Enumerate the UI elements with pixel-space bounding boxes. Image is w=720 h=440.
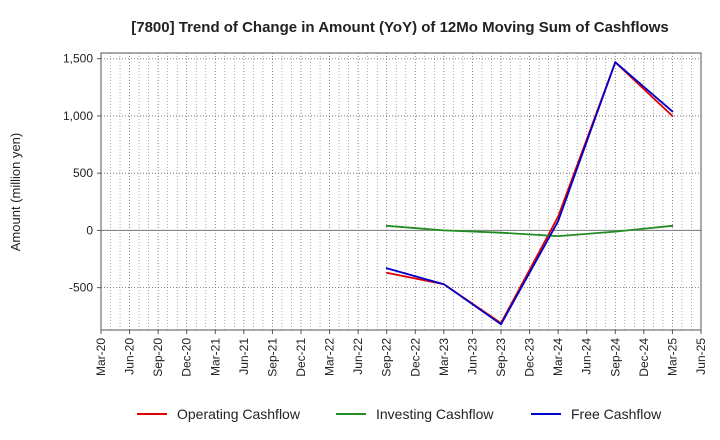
y-tick-label: 1,500 — [63, 52, 93, 66]
data-point-investing-cashflow — [500, 231, 502, 234]
data-point-free-cashflow — [557, 220, 560, 223]
data-point-investing-cashflow — [385, 224, 388, 227]
x-tick-label: Jun-24 — [580, 338, 594, 375]
chart-title: [7800] Trend of Change in Amount (YoY) o… — [131, 19, 669, 36]
x-tick-label: Mar-21 — [208, 338, 222, 376]
x-tick-label: Dec-24 — [637, 338, 651, 377]
data-point-free-cashflow — [671, 110, 674, 113]
legend-label-free-cashflow: Free Cashflow — [571, 406, 662, 422]
x-tick-label: Mar-20 — [94, 338, 108, 376]
series-line-free-cashflow — [386, 61, 673, 326]
data-point-free-cashflow — [442, 283, 445, 286]
legend-label-investing-cashflow: Investing Cashflow — [376, 406, 494, 422]
x-tick-label: Sep-21 — [265, 338, 279, 377]
legend-label-operating-cashflow: Operating Cashflow — [177, 406, 301, 422]
data-point-free-cashflow — [614, 61, 617, 64]
y-tick-label: -500 — [69, 281, 93, 295]
series-line-investing-cashflow — [386, 224, 673, 238]
x-tick-label: Dec-21 — [294, 338, 308, 377]
x-tick-label: Sep-23 — [494, 338, 508, 377]
data-point-operating-cashflow — [671, 115, 674, 117]
y-tick-label: 1,000 — [63, 109, 93, 123]
x-tick-label: Jun-21 — [237, 338, 251, 375]
y-tick-label: 0 — [86, 223, 93, 237]
x-tick-label: Mar-22 — [323, 338, 337, 376]
x-tick-label: Jun-25 — [694, 338, 708, 375]
data-point-investing-cashflow — [557, 235, 560, 238]
y-axis-label: Amount (million yen) — [8, 133, 23, 252]
data-point-operating-cashflow — [385, 271, 388, 274]
x-tick-label: Sep-22 — [380, 338, 394, 377]
x-tick-label: Jun-23 — [465, 338, 479, 375]
legend: Operating Cashflow Investing Cashflow Free… — [137, 406, 662, 422]
x-tick-label: Mar-24 — [551, 338, 565, 376]
data-point-free-cashflow — [385, 267, 388, 270]
x-tick-label: Dec-22 — [408, 338, 422, 377]
x-tick-label: Sep-24 — [608, 338, 622, 377]
x-tick-label: Sep-20 — [151, 338, 165, 377]
x-tick-label: Dec-20 — [180, 338, 194, 377]
plot-border — [100, 52, 702, 331]
data-point-investing-cashflow — [671, 224, 674, 227]
x-tick-label: Mar-25 — [665, 338, 679, 376]
x-tick-label: Dec-23 — [523, 338, 537, 377]
data-point-investing-cashflow — [614, 230, 617, 233]
x-tick-label: Jun-22 — [351, 338, 365, 375]
data-point-investing-cashflow — [442, 229, 445, 232]
y-tick-label: 500 — [73, 166, 93, 180]
x-tick-label: Jun-20 — [123, 338, 137, 375]
plot-area: -500 0 500 1,000 1,500 Mar-20 Jun-20 Sep-20 Dec-… — [63, 52, 708, 377]
data-point-free-cashflow — [500, 323, 502, 326]
x-tick-label: Mar-23 — [437, 338, 451, 376]
data-point-operating-cashflow — [557, 215, 560, 218]
